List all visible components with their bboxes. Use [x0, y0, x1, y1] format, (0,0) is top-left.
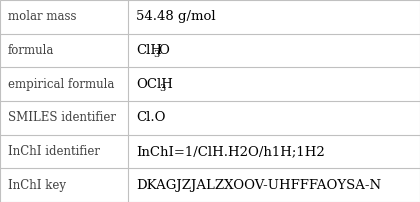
Text: InChI=1/ClH.H2O/h1H;1H2: InChI=1/ClH.H2O/h1H;1H2 [136, 145, 325, 158]
Text: empirical formula: empirical formula [8, 78, 114, 91]
Text: Cl.O: Cl.O [136, 111, 165, 124]
Text: InChI identifier: InChI identifier [8, 145, 100, 158]
Text: O: O [158, 44, 169, 57]
Text: molar mass: molar mass [8, 10, 76, 23]
Text: 54.48 g/mol: 54.48 g/mol [136, 10, 215, 23]
Text: 3: 3 [160, 84, 166, 93]
Text: SMILES identifier: SMILES identifier [8, 111, 116, 124]
Text: DKAGJZJALZXOOV-UHFFFAOYSA-N: DKAGJZJALZXOOV-UHFFFAOYSA-N [136, 179, 381, 192]
Text: OClH: OClH [136, 78, 173, 91]
Text: ClH: ClH [136, 44, 162, 57]
Text: formula: formula [8, 44, 54, 57]
Text: InChI key: InChI key [8, 179, 66, 192]
Text: 3: 3 [154, 50, 160, 59]
